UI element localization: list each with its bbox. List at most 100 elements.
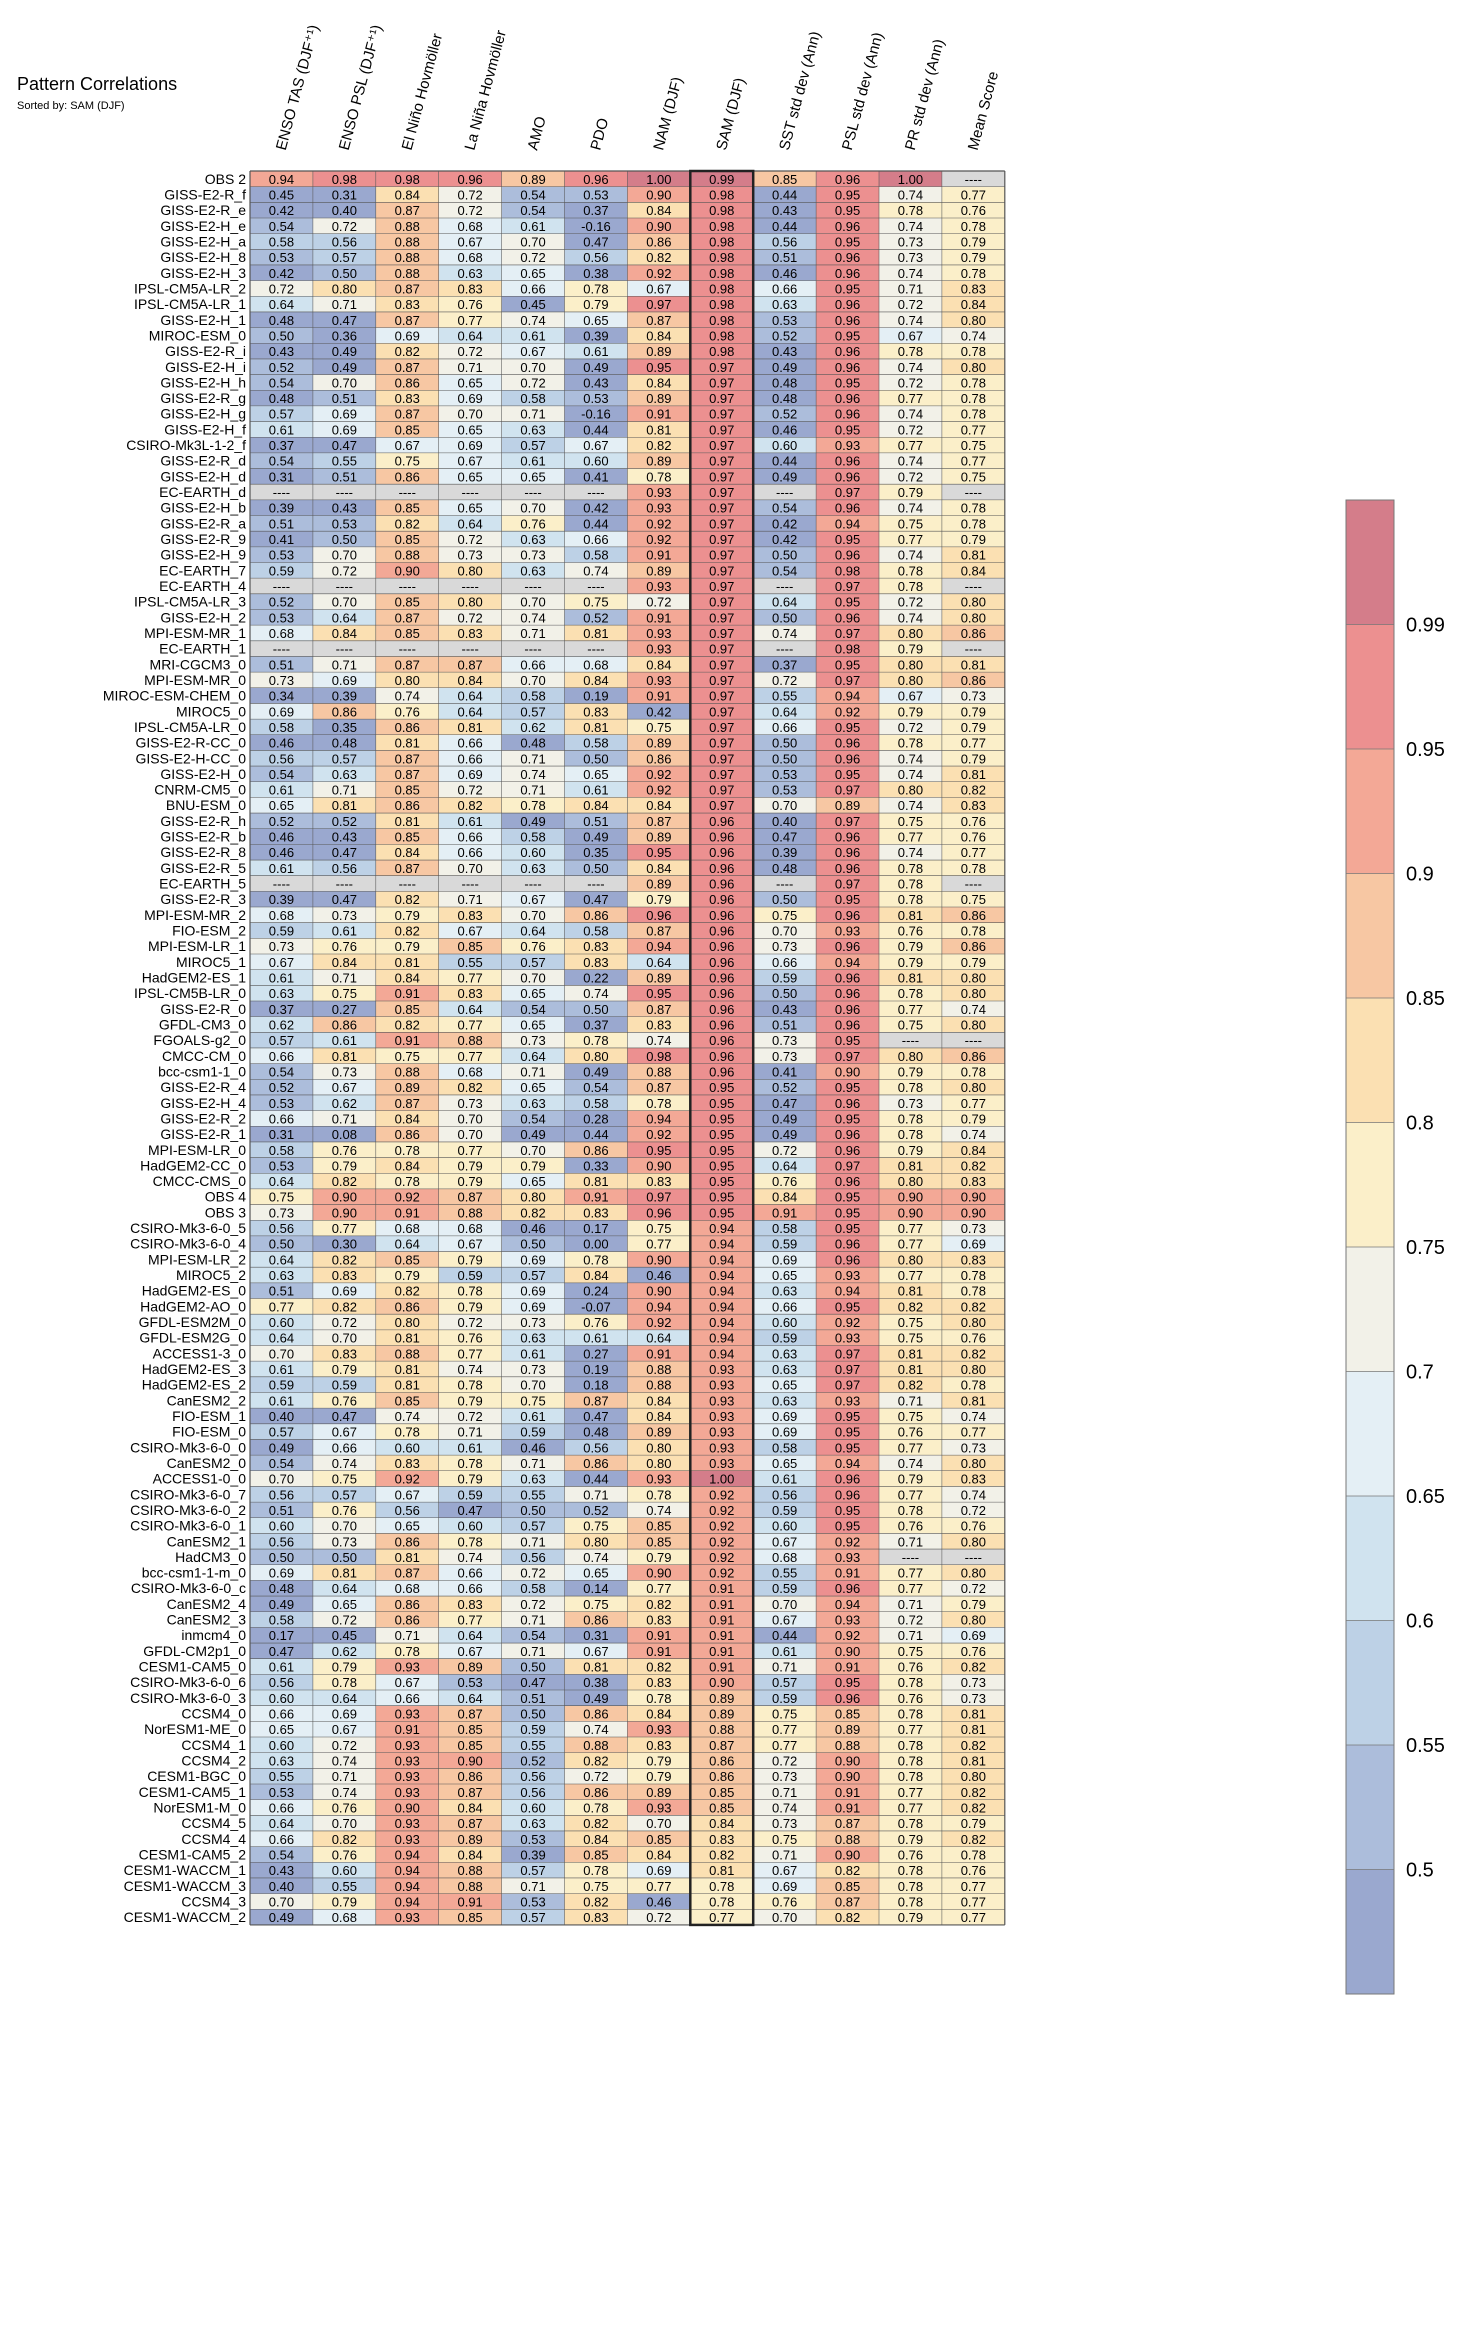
heatmap-cell (690, 1329, 754, 1346)
heatmap-cell (753, 233, 817, 250)
heatmap-cell (375, 938, 439, 954)
heatmap-cell (375, 296, 439, 312)
heatmap-cell (564, 1486, 628, 1503)
cell-value: 0.83 (583, 955, 608, 970)
cell-value: 0.62 (269, 1017, 294, 1032)
cell-value: 0.83 (395, 1456, 420, 1471)
heatmap-cell (250, 1549, 313, 1565)
cell-value: 0.77 (961, 422, 986, 437)
cell-value: 0.78 (898, 1080, 923, 1095)
cell-value: 0.81 (709, 1863, 734, 1878)
cell-value: 0.93 (835, 1268, 860, 1283)
cell-value: 0.97 (709, 751, 734, 766)
heatmap-cell (375, 468, 439, 485)
cell-value: 0.67 (646, 281, 671, 296)
cell-value: 0.55 (332, 1879, 357, 1894)
heatmap-cell (375, 1877, 439, 1894)
heatmap-cell (627, 1235, 691, 1252)
row-label: OBS 4 (205, 1189, 246, 1205)
cell-value: 0.44 (772, 187, 797, 202)
heatmap-cell (690, 1376, 754, 1393)
heatmap-cell (250, 1533, 313, 1550)
row-label: MIROC-ESM_0 (149, 327, 246, 343)
cell-value: 0.90 (961, 1205, 986, 1220)
heatmap-cell (250, 750, 313, 767)
heatmap-cell (501, 1345, 565, 1362)
heatmap-cell (690, 969, 754, 986)
cell-value: 0.75 (898, 1315, 923, 1330)
cell-value: 0.50 (520, 1503, 545, 1518)
heatmap-cell (816, 1329, 879, 1346)
cell-value: 0.61 (269, 1660, 294, 1675)
heatmap-cell (501, 875, 565, 892)
cell-value: 0.82 (835, 1910, 860, 1925)
cell-value: 0.96 (835, 1002, 860, 1017)
heatmap-cell (627, 1361, 691, 1377)
cell-value: 0.47 (520, 1675, 545, 1690)
cell-value: 0.86 (395, 1299, 420, 1314)
heatmap-cell (438, 1063, 502, 1080)
cell-value: 0.19 (583, 1362, 608, 1377)
heatmap-cell (312, 405, 376, 422)
cell-value: 0.97 (709, 689, 734, 704)
cell-value: 0.44 (583, 1472, 608, 1487)
heatmap-cell (564, 1470, 628, 1487)
heatmap-cell (627, 1862, 691, 1878)
cell-value: 0.88 (709, 1722, 734, 1737)
cell-value: 0.90 (709, 1675, 734, 1690)
cell-value: 0.59 (772, 1237, 797, 1252)
cell-value: 0.87 (457, 1816, 482, 1831)
cell-value: 0.74 (898, 767, 923, 782)
heatmap-cell (501, 1799, 565, 1816)
heatmap-cell (690, 1455, 754, 1471)
cell-value: 0.81 (332, 1566, 357, 1581)
heatmap-cell (941, 233, 1005, 250)
column-header: SAM (DJF) (713, 76, 749, 152)
heatmap-cell (312, 1705, 376, 1722)
cell-value: 0.93 (709, 1456, 734, 1471)
heatmap-cell (438, 1690, 502, 1706)
cell-value: 0.76 (332, 1800, 357, 1815)
cell-value: 0.89 (646, 830, 671, 845)
cell-value: 0.96 (835, 219, 860, 234)
heatmap-cell (564, 593, 628, 610)
heatmap-cell (879, 1110, 942, 1127)
heatmap-cell (627, 656, 691, 673)
heatmap-cell (250, 1126, 313, 1142)
row-label: GISS-E2-R_2 (160, 1110, 246, 1126)
heatmap-cell (564, 766, 628, 782)
heatmap-cell (753, 766, 817, 782)
cell-value: 0.64 (332, 1691, 357, 1706)
cell-value: 0.78 (961, 1268, 986, 1283)
heatmap-cell (250, 1267, 313, 1283)
heatmap-cell (564, 1783, 628, 1800)
heatmap-cell (816, 766, 879, 782)
cell-value: 0.78 (583, 1863, 608, 1878)
heatmap-cell (879, 828, 942, 845)
heatmap-cell (250, 374, 313, 391)
cell-value: 0.86 (583, 1785, 608, 1800)
heatmap-cell (375, 264, 439, 281)
colorbar-tick-label: 0.95 (1406, 739, 1445, 761)
cell-value: 0.61 (269, 1362, 294, 1377)
heatmap-cell (438, 1564, 502, 1581)
cell-value: 0.81 (898, 1346, 923, 1361)
row-label: GISS-E2-H_4 (160, 1095, 246, 1111)
colorbar-tick-label: 0.5 (1406, 1860, 1434, 1882)
heatmap-cell (501, 1486, 565, 1503)
cell-value: 0.93 (709, 1440, 734, 1455)
heatmap-cell (753, 1815, 817, 1831)
cell-value: 0.58 (520, 689, 545, 704)
heatmap-cell (564, 656, 628, 673)
cell-value: 0.97 (835, 1346, 860, 1361)
heatmap-cell (753, 938, 817, 954)
heatmap-cell (564, 1376, 628, 1393)
cell-value: 0.53 (269, 1158, 294, 1173)
cell-value: 0.71 (772, 1660, 797, 1675)
cell-value: 0.89 (646, 970, 671, 985)
heatmap-cell (690, 1016, 754, 1033)
grid-lines (249, 170, 1006, 1926)
heatmap-cell (627, 938, 691, 954)
heatmap-cell (627, 1768, 691, 1784)
cell-value: 0.90 (898, 1190, 923, 1205)
